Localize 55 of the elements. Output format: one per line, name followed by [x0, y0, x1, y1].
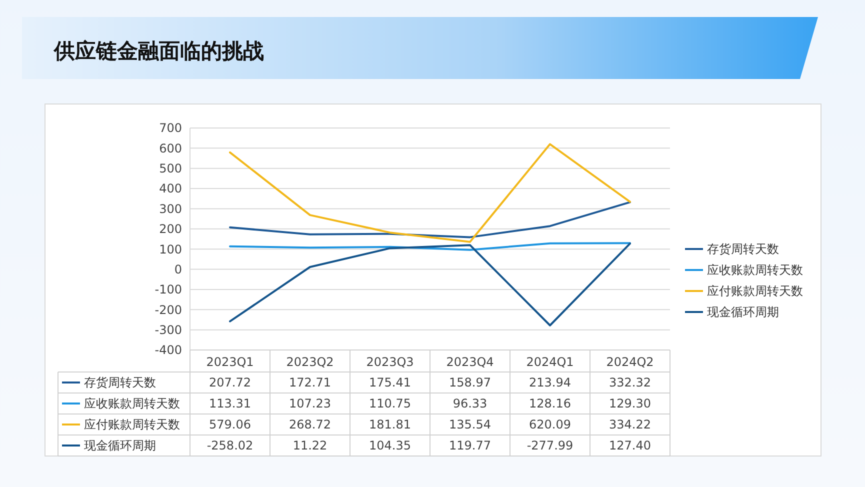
- data-label: 213.94: [529, 376, 571, 390]
- data-label: -277.99: [526, 438, 574, 453]
- line-series: [229, 242, 631, 251]
- data-label: 172.71: [289, 376, 331, 390]
- y-tick-label: 600: [159, 141, 182, 156]
- data-label: 107.23: [289, 396, 331, 411]
- data-label: 104.35: [369, 438, 411, 453]
- data-label: -258.02: [206, 438, 254, 453]
- data-label: 127.40: [609, 438, 651, 453]
- line-series: [229, 242, 631, 326]
- line-series: [229, 143, 631, 243]
- data-label: 158.97: [449, 376, 491, 390]
- x-tick-label: 2023Q1: [206, 355, 254, 370]
- text: 存货周转天数: [84, 376, 156, 390]
- data-label: 110.75: [369, 396, 411, 411]
- data-label: 579.06: [209, 418, 251, 432]
- y-tick-label: 0: [174, 262, 182, 276]
- x-tick-label: 2023Q3: [366, 355, 414, 370]
- data-label: 334.22: [609, 418, 651, 432]
- data-label: 119.77: [449, 438, 491, 453]
- y-tick-label: 200: [159, 222, 182, 236]
- y-tick-label: 700: [159, 121, 182, 136]
- legend-label: 现金循环周期: [707, 305, 779, 320]
- legend-label: 应付账款周转天数: [707, 284, 803, 298]
- data-label: 181.81: [369, 418, 411, 432]
- text: 应收账款周转天数: [84, 396, 180, 411]
- x-tick-label: 2024Q2: [606, 355, 654, 370]
- data-label: 96.33: [452, 396, 488, 411]
- line-series: [229, 201, 631, 238]
- data-label: 207.72: [209, 376, 251, 390]
- y-tick-label: 500: [159, 162, 182, 176]
- text: 现金循环周期: [84, 438, 156, 453]
- x-tick-label: 2023Q4: [446, 355, 494, 370]
- data-label: 268.72: [289, 418, 331, 432]
- data-label: 175.41: [369, 376, 411, 390]
- x-tick-label: 2023Q2: [286, 355, 334, 370]
- data-label: 128.16: [529, 396, 571, 411]
- x-tick-label: 2024Q1: [526, 355, 574, 370]
- y-tick-label: 300: [159, 202, 182, 216]
- y-tick-label: -100: [154, 282, 182, 297]
- chart-title: 供应链金融面临的挑战: [53, 39, 264, 63]
- y-tick-label: -300: [154, 323, 182, 338]
- y-tick-label: -200: [154, 302, 182, 317]
- y-tick-label: 400: [159, 182, 182, 196]
- y-tick-label: -400: [154, 343, 182, 358]
- data-label: 332.32: [609, 376, 651, 390]
- data-label: 129.30: [609, 396, 651, 411]
- data-label: 11.22: [292, 438, 328, 453]
- y-tick-label: 100: [159, 242, 182, 256]
- data-label: 113.31: [209, 396, 251, 411]
- data-label: 620.09: [529, 418, 571, 432]
- legend-label: 存货周转天数: [707, 242, 779, 256]
- data-label: 135.54: [449, 418, 491, 432]
- text: 应付账款周转天数: [84, 418, 180, 432]
- legend-label: 应收账款周转天数: [707, 263, 803, 278]
